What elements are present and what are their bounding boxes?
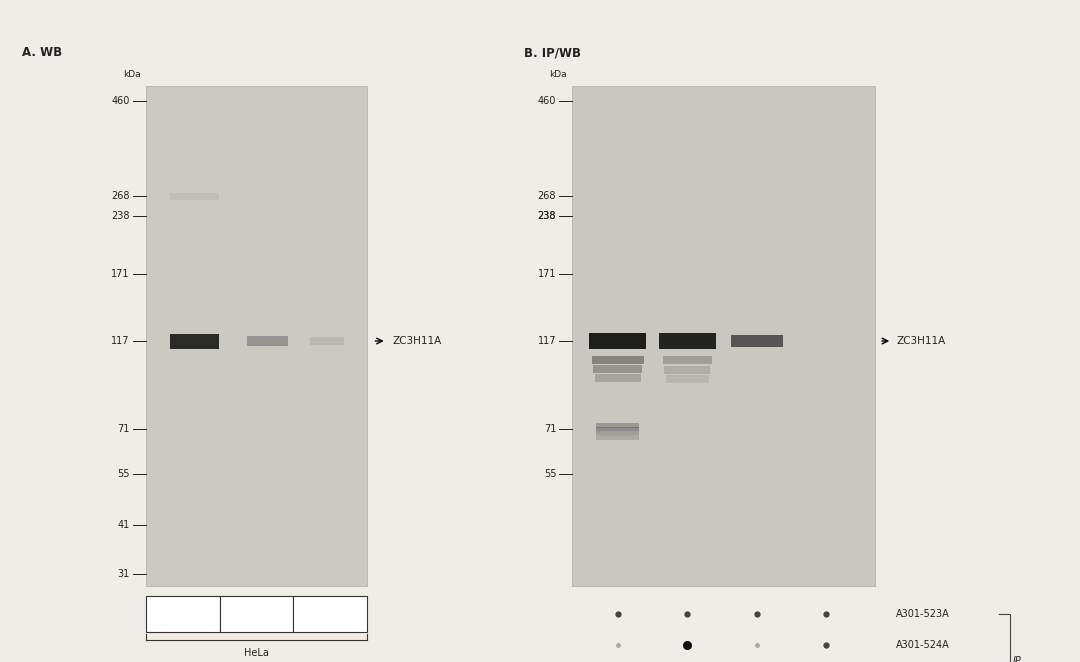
Bar	[664, 366, 711, 374]
Text: kDa: kDa	[550, 70, 567, 79]
Bar	[310, 337, 345, 345]
Bar	[731, 334, 783, 348]
Text: A. WB: A. WB	[22, 46, 62, 60]
Text: ZC3H11A: ZC3H11A	[392, 336, 442, 346]
Text: 171: 171	[538, 269, 556, 279]
Text: A301-523A: A301-523A	[896, 608, 950, 619]
Bar	[595, 373, 640, 381]
Text: ZC3H11A: ZC3H11A	[896, 336, 946, 346]
Bar	[589, 333, 647, 349]
Text: A301-524A: A301-524A	[896, 640, 950, 651]
Text: B. IP/WB: B. IP/WB	[524, 46, 581, 60]
Text: kDa: kDa	[123, 70, 140, 79]
Text: 5: 5	[327, 609, 334, 619]
Text: IP: IP	[1013, 656, 1022, 662]
Text: 268: 268	[111, 191, 130, 201]
Text: 238: 238	[538, 211, 556, 221]
Bar	[596, 436, 639, 440]
Text: HeLa: HeLa	[244, 648, 269, 658]
Text: 71: 71	[118, 424, 130, 434]
Text: 171: 171	[111, 269, 130, 279]
Bar	[596, 431, 639, 436]
Bar	[592, 356, 644, 364]
Bar	[146, 86, 367, 586]
Bar	[665, 375, 708, 383]
Bar	[572, 86, 875, 586]
Text: 41: 41	[118, 520, 130, 530]
Bar	[171, 193, 219, 200]
Text: 460: 460	[538, 96, 556, 106]
Bar	[219, 596, 294, 632]
Bar	[146, 596, 219, 632]
Bar	[593, 365, 643, 373]
Text: 117: 117	[111, 336, 130, 346]
Text: 460: 460	[111, 96, 130, 106]
Bar	[659, 333, 716, 349]
Text: 268: 268	[538, 191, 556, 201]
Text: 50: 50	[176, 609, 189, 619]
Text: 55: 55	[117, 469, 130, 479]
Bar	[663, 356, 712, 364]
Text: 71: 71	[544, 424, 556, 434]
Text: 55: 55	[543, 469, 556, 479]
Text: 31: 31	[118, 569, 130, 579]
Bar	[247, 336, 288, 346]
Text: 117: 117	[538, 336, 556, 346]
Bar	[294, 596, 367, 632]
Bar	[596, 427, 639, 432]
Text: 15: 15	[251, 609, 262, 619]
Text: 238: 238	[538, 211, 556, 221]
Text: 238: 238	[111, 211, 130, 221]
Bar	[596, 424, 639, 428]
Bar	[171, 334, 219, 348]
